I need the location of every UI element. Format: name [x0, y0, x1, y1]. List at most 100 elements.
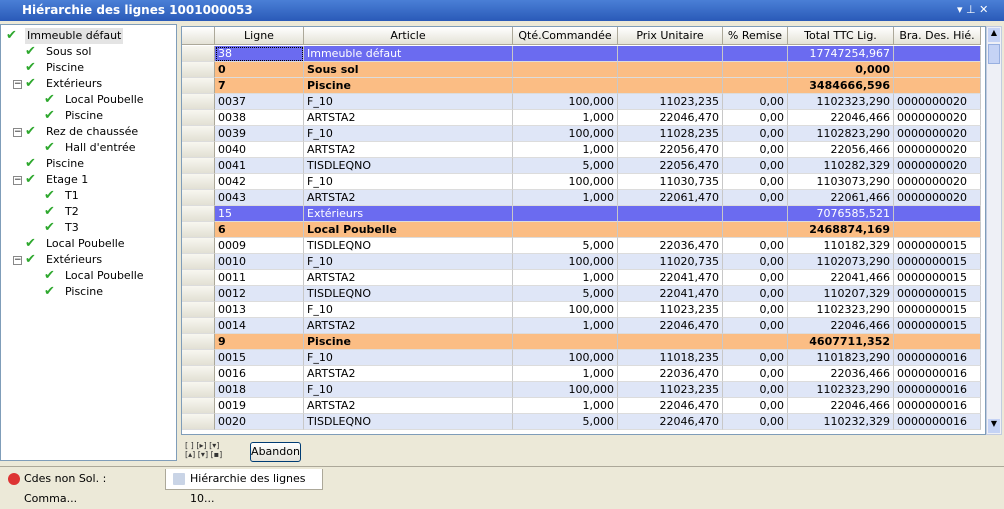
grid-cell[interactable]: 22041,466 — [788, 270, 894, 286]
grid-cell[interactable] — [723, 206, 788, 222]
grid-cell[interactable]: 0000000020 — [894, 126, 981, 142]
grid-cell[interactable]: Sous sol — [304, 62, 513, 78]
grid-cell[interactable]: 0000000016 — [894, 350, 981, 366]
grid-cell[interactable]: 0000000020 — [894, 174, 981, 190]
grid-cell[interactable]: F_10 — [304, 126, 513, 142]
grid-cell[interactable]: 0,00 — [723, 318, 788, 334]
row-header[interactable] — [182, 222, 215, 238]
grid-cell[interactable]: 0043 — [215, 190, 304, 206]
grid-cell[interactable]: 22036,470 — [618, 366, 723, 382]
grid-cell[interactable]: 5,000 — [513, 158, 618, 174]
grid-cell[interactable]: ARTSTA2 — [304, 270, 513, 286]
row-header[interactable] — [182, 270, 215, 286]
cancel-button[interactable]: Abandon — [250, 442, 301, 462]
grid-cell[interactable]: 17747254,967 — [788, 46, 894, 62]
tree-item[interactable]: Extérieurs — [46, 77, 103, 90]
grid-cell[interactable]: 11028,235 — [618, 126, 723, 142]
grid-cell[interactable] — [894, 46, 981, 62]
grid-cell[interactable]: Extérieurs — [304, 206, 513, 222]
tree-item[interactable]: Piscine — [65, 109, 104, 122]
grid-cell[interactable]: 3484666,596 — [788, 78, 894, 94]
grid-cell[interactable]: 22061,470 — [618, 190, 723, 206]
row-header[interactable] — [182, 302, 215, 318]
grid-cell[interactable]: 0000000016 — [894, 398, 981, 414]
grid-cell[interactable]: 0000000016 — [894, 366, 981, 382]
row-header[interactable] — [182, 254, 215, 270]
grid-cell[interactable]: 110282,329 — [788, 158, 894, 174]
tree-item[interactable]: Immeuble défaut — [25, 28, 124, 44]
grid-cell[interactable]: 11030,735 — [618, 174, 723, 190]
row-header[interactable] — [182, 142, 215, 158]
grid-cell[interactable] — [618, 78, 723, 94]
grid-cell[interactable]: 22046,470 — [618, 318, 723, 334]
grid-cell[interactable]: 0037 — [215, 94, 304, 110]
grid-cell[interactable]: 0,00 — [723, 190, 788, 206]
grid-cell[interactable]: 22056,470 — [618, 142, 723, 158]
grid-cell[interactable]: 11018,235 — [618, 350, 723, 366]
grid-cell[interactable]: 0000000020 — [894, 110, 981, 126]
expander[interactable]: − — [13, 255, 22, 265]
grid-cell[interactable]: 0,00 — [723, 414, 788, 430]
grid-cell[interactable]: TISDLEQNO — [304, 238, 513, 254]
row-header[interactable] — [182, 286, 215, 302]
row-header[interactable] — [182, 382, 215, 398]
grid-cell[interactable]: 11023,235 — [618, 94, 723, 110]
column-header[interactable]: Prix Unitaire — [618, 27, 723, 45]
grid-cell[interactable]: 11023,235 — [618, 382, 723, 398]
grid-cell[interactable]: 0000000016 — [894, 382, 981, 398]
grid-cell[interactable] — [894, 62, 981, 78]
column-header[interactable]: Article — [304, 27, 513, 45]
scrollbar[interactable]: ▲ ▼ — [986, 26, 1002, 435]
grid-cell[interactable] — [723, 78, 788, 94]
grid-cell[interactable]: 0,00 — [723, 174, 788, 190]
grid-cell[interactable]: F_10 — [304, 254, 513, 270]
grid-cell[interactable]: 0042 — [215, 174, 304, 190]
expander[interactable]: − — [13, 79, 22, 89]
grid-cell[interactable]: 0,00 — [723, 126, 788, 142]
grid-cell[interactable]: 0012 — [215, 286, 304, 302]
grid-cell[interactable]: 7 — [215, 78, 304, 94]
grid-cell[interactable]: 0000000016 — [894, 414, 981, 430]
grid-cell[interactable]: 22046,466 — [788, 398, 894, 414]
grid-cell[interactable]: Local Poubelle — [304, 222, 513, 238]
grid-cell[interactable]: 100,000 — [513, 350, 618, 366]
grid-cell[interactable]: 1102323,290 — [788, 382, 894, 398]
grid-cell[interactable]: 0000000015 — [894, 270, 981, 286]
row-header[interactable] — [182, 78, 215, 94]
row-header[interactable] — [182, 414, 215, 430]
grid-cell[interactable]: 1101823,290 — [788, 350, 894, 366]
grid-cell[interactable]: 0,00 — [723, 398, 788, 414]
grid-cell[interactable] — [723, 62, 788, 78]
grid-cell[interactable]: TISDLEQNO — [304, 414, 513, 430]
grid-cell[interactable]: 6 — [215, 222, 304, 238]
grid-cell[interactable]: 1103073,290 — [788, 174, 894, 190]
tree-item[interactable]: Extérieurs — [46, 253, 103, 266]
grid-cell[interactable]: 22046,466 — [788, 110, 894, 126]
grid-cell[interactable]: 0011 — [215, 270, 304, 286]
grid-cell[interactable]: 0040 — [215, 142, 304, 158]
tab[interactable]: Hiérarchie des lignes 10... — [165, 469, 323, 505]
tree-item[interactable]: Local Poubelle — [46, 237, 125, 250]
tree-item[interactable]: Local Poubelle — [65, 93, 144, 106]
grid-cell[interactable]: 15 — [215, 206, 304, 222]
row-header[interactable] — [182, 62, 215, 78]
grid-cell[interactable] — [618, 206, 723, 222]
grid-cell[interactable]: Immeuble défaut — [304, 46, 513, 62]
grid-cell[interactable]: 7076585,521 — [788, 206, 894, 222]
grid-cell[interactable]: 1,000 — [513, 190, 618, 206]
grid-cell[interactable]: 0000000020 — [894, 142, 981, 158]
grid-cell[interactable]: 0,00 — [723, 158, 788, 174]
grid-cell[interactable]: 0014 — [215, 318, 304, 334]
grid-cell[interactable] — [513, 46, 618, 62]
grid-cell[interactable] — [618, 222, 723, 238]
grid-cell[interactable]: 0,00 — [723, 94, 788, 110]
grid-cell[interactable]: 0,00 — [723, 110, 788, 126]
grid-cell[interactable]: 0013 — [215, 302, 304, 318]
grid-cell[interactable]: F_10 — [304, 94, 513, 110]
grid-cell[interactable]: 4607711,352 — [788, 334, 894, 350]
grid-cell[interactable]: 1102823,290 — [788, 126, 894, 142]
column-header[interactable]: Total TTC Lig. — [788, 27, 894, 45]
grid-cell[interactable]: 0,00 — [723, 254, 788, 270]
grid-cell[interactable]: 0000000020 — [894, 190, 981, 206]
grid-cell[interactable]: 100,000 — [513, 94, 618, 110]
